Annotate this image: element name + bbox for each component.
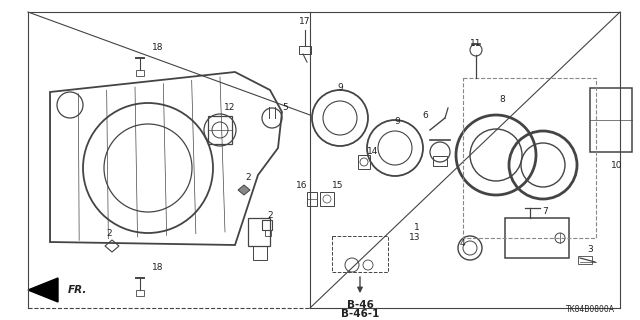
Bar xyxy=(358,155,370,169)
Text: 8: 8 xyxy=(499,95,505,105)
Text: 1: 1 xyxy=(414,223,420,233)
Bar xyxy=(299,46,311,54)
Text: 18: 18 xyxy=(152,263,164,273)
Text: B-46: B-46 xyxy=(347,300,373,310)
Bar xyxy=(248,218,270,246)
Text: 9: 9 xyxy=(337,84,343,92)
Bar xyxy=(253,246,267,260)
Bar xyxy=(136,70,144,76)
Text: B-46-1: B-46-1 xyxy=(341,309,379,319)
Text: FR.: FR. xyxy=(68,285,88,295)
Text: 3: 3 xyxy=(587,245,593,254)
Bar xyxy=(590,88,632,152)
Text: 10: 10 xyxy=(611,161,623,170)
Text: 12: 12 xyxy=(224,103,236,113)
Text: 13: 13 xyxy=(409,234,420,243)
Bar xyxy=(307,192,317,206)
Text: 17: 17 xyxy=(300,18,311,27)
Text: TK84B0800A: TK84B0800A xyxy=(566,306,614,315)
Text: 16: 16 xyxy=(296,181,308,190)
Text: 9: 9 xyxy=(394,117,400,126)
Text: 4: 4 xyxy=(459,239,465,249)
Bar xyxy=(136,290,144,296)
Text: 2: 2 xyxy=(106,229,112,238)
Text: 18: 18 xyxy=(152,44,164,52)
Text: 2: 2 xyxy=(245,173,251,182)
Bar xyxy=(320,192,334,206)
Text: 2: 2 xyxy=(267,211,273,220)
Text: 15: 15 xyxy=(332,181,344,190)
Text: 6: 6 xyxy=(422,110,428,119)
Polygon shape xyxy=(238,185,250,195)
Bar xyxy=(505,218,569,258)
Bar xyxy=(265,230,271,236)
Text: 11: 11 xyxy=(470,39,482,49)
Text: 14: 14 xyxy=(367,148,379,156)
Polygon shape xyxy=(28,278,58,302)
Text: 7: 7 xyxy=(542,207,548,217)
Bar xyxy=(208,116,232,144)
Text: 5: 5 xyxy=(282,103,288,113)
Bar xyxy=(578,256,592,264)
Bar xyxy=(262,220,272,230)
Bar xyxy=(433,156,447,166)
